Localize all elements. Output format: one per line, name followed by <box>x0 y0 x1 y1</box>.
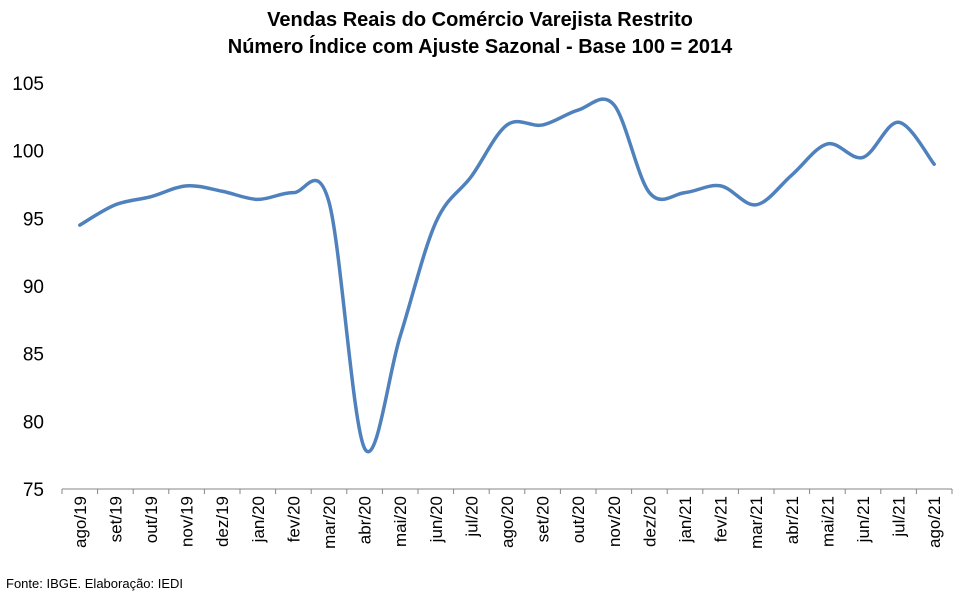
data-point <box>541 123 545 127</box>
data-point <box>683 191 687 195</box>
x-tick-label: out/20 <box>569 496 588 543</box>
x-tick-label: jul/21 <box>890 496 909 538</box>
series-layer <box>78 97 936 454</box>
x-axis-labels: ago/19 set/19 out/19 nov/19 dez/19 jan/20 fev/… <box>71 496 944 549</box>
y-tick-label: 100 <box>12 142 44 163</box>
x-tick-label: dez/20 <box>640 496 659 547</box>
data-point <box>434 220 438 224</box>
data-point <box>256 197 260 201</box>
data-point <box>398 334 402 338</box>
source-note: Fonte: IBGE. Elaboração: IEDI <box>6 576 183 591</box>
x-tick-label: jan/20 <box>249 496 268 543</box>
data-point <box>897 120 901 124</box>
data-point <box>825 142 829 146</box>
x-tick-label: mar/20 <box>320 496 339 549</box>
data-point <box>113 203 117 207</box>
data-point <box>576 108 580 112</box>
y-tick-label: 105 <box>12 74 44 95</box>
data-point <box>754 203 758 207</box>
y-tick-label: 80 <box>23 412 44 433</box>
x-tick-label: nov/19 <box>178 496 197 547</box>
data-point <box>220 189 224 193</box>
x-tick-label: jun/20 <box>427 496 446 543</box>
x-tick-label: set/19 <box>106 496 125 542</box>
x-tick-label: out/19 <box>142 496 161 543</box>
data-point <box>78 223 82 227</box>
data-point <box>719 184 723 188</box>
x-tick-label: abr/21 <box>783 496 802 544</box>
x-axis <box>61 488 953 494</box>
data-point <box>185 184 189 188</box>
y-tick-label: 85 <box>23 345 44 366</box>
x-tick-label: mai/21 <box>818 496 837 547</box>
chart-subtitle: Número Índice com Ajuste Sazonal - Base … <box>228 35 733 58</box>
data-point <box>363 446 367 450</box>
data-point <box>149 195 153 199</box>
data-point <box>790 173 794 177</box>
x-tick-label: dez/19 <box>213 496 232 547</box>
y-axis-labels: 75 80 85 90 95 100 105 <box>12 74 44 501</box>
data-point <box>612 103 616 107</box>
x-tick-label: mar/21 <box>747 496 766 549</box>
x-tick-label: abr/20 <box>356 496 375 544</box>
x-tick-label: jan/21 <box>676 496 695 543</box>
x-tick-label: fev/20 <box>284 496 303 542</box>
data-point <box>932 162 936 166</box>
x-tick-label: nov/20 <box>605 496 624 547</box>
y-tick-label: 75 <box>23 480 44 501</box>
chart-title: Vendas Reais do Comércio Varejista Restr… <box>267 9 693 31</box>
data-point <box>327 200 331 204</box>
x-tick-label: ago/20 <box>498 496 517 548</box>
x-tick-label: ago/21 <box>925 496 944 548</box>
data-point <box>469 174 473 178</box>
x-tick-label: set/20 <box>534 496 553 542</box>
x-tick-label: ago/19 <box>71 496 90 548</box>
data-point <box>861 155 865 159</box>
x-tick-label: mai/20 <box>391 496 410 547</box>
x-tick-label: jun/21 <box>854 496 873 543</box>
series-line-0 <box>78 97 936 454</box>
x-tick-label: jul/20 <box>462 496 481 538</box>
x-tick-label: fev/21 <box>712 496 731 542</box>
y-tick-label: 95 <box>23 209 44 230</box>
data-point <box>647 191 651 195</box>
y-tick-label: 90 <box>23 277 44 298</box>
data-point <box>291 191 295 195</box>
data-point <box>505 123 509 127</box>
